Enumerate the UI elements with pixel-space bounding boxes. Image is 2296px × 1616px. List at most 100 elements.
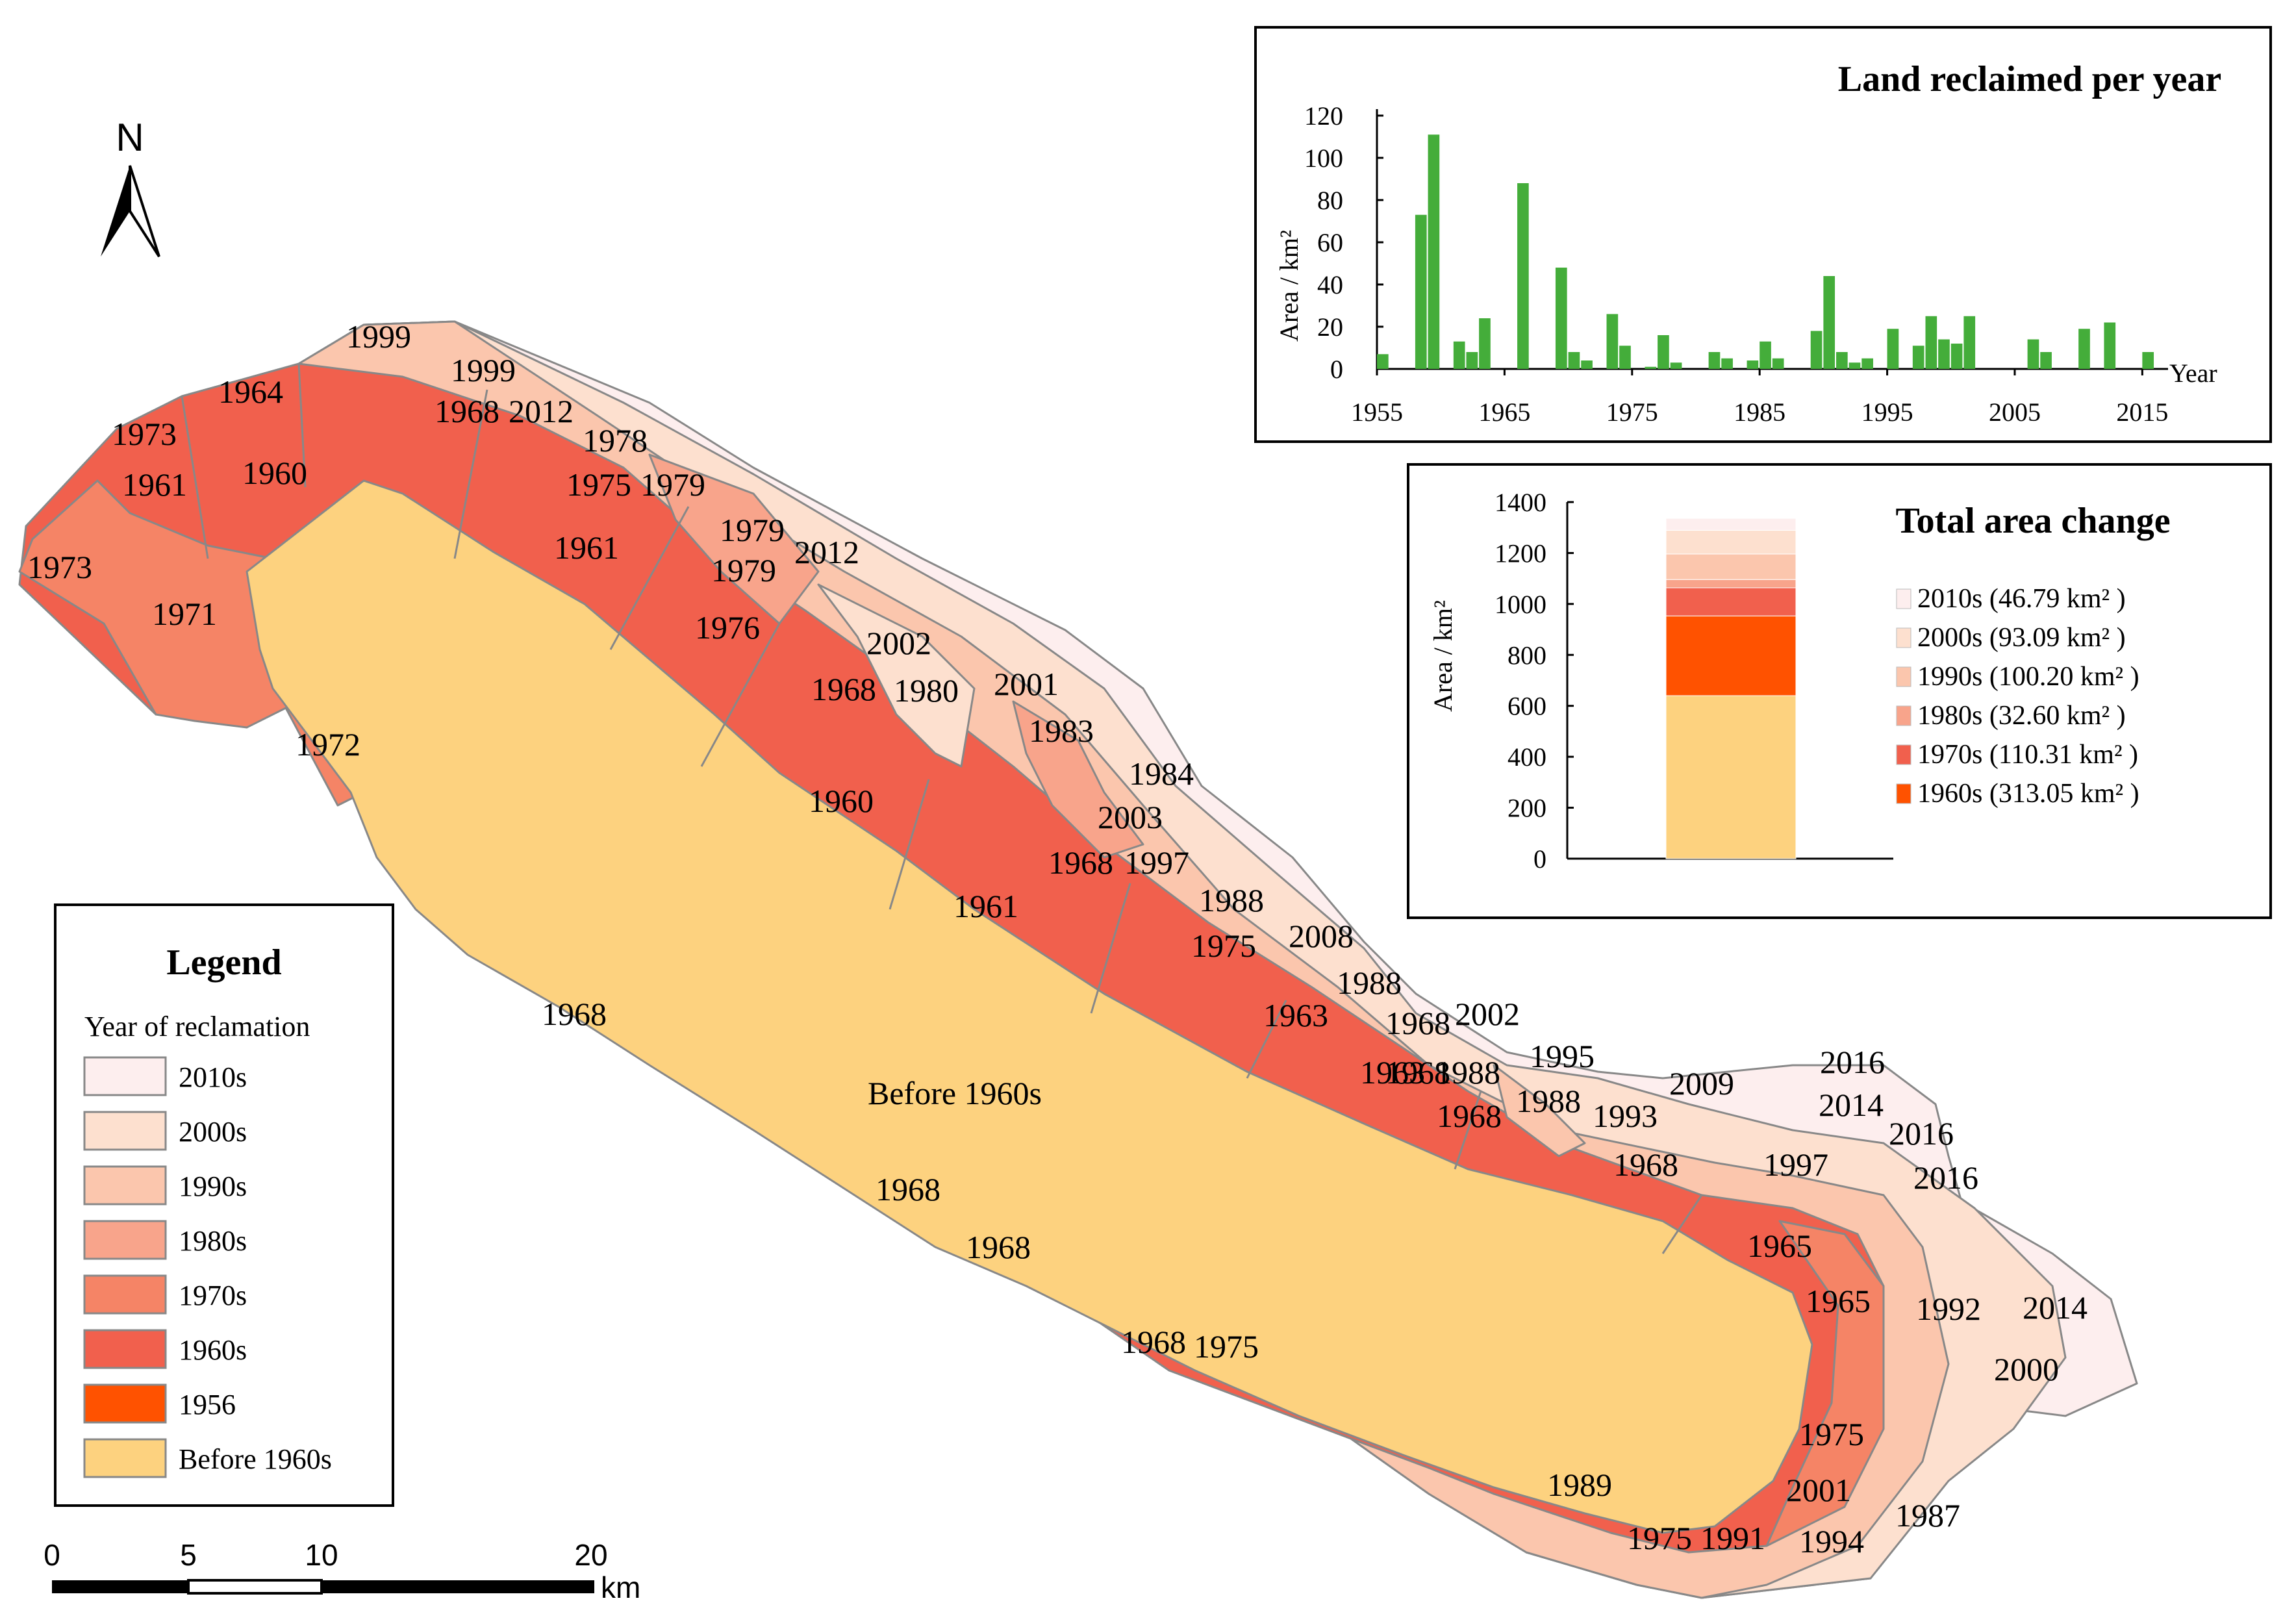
chart1-bar bbox=[1912, 346, 1924, 369]
chart1-bar bbox=[1747, 360, 1759, 369]
map-label-year: 1994 bbox=[1799, 1523, 1864, 1559]
chart1-bar bbox=[1823, 276, 1836, 369]
map-label-year: 1968 bbox=[1048, 844, 1113, 881]
map-label-year: 1984 bbox=[1129, 755, 1194, 792]
chart1-bar bbox=[1760, 341, 1771, 369]
map-label-year: 2014 bbox=[2023, 1289, 2088, 1326]
chart2-legend-swatch bbox=[1896, 744, 1911, 765]
map-label-year: 1968 bbox=[435, 393, 499, 429]
zone-1970s-west bbox=[18, 479, 365, 807]
chart1-xlabel: Year bbox=[2169, 359, 2217, 388]
map-label-year: 1965 bbox=[1806, 1283, 1871, 1319]
map-label-year: 1961 bbox=[122, 466, 187, 503]
chart2-legend-label: 2000s (93.09 km² ) bbox=[1917, 623, 2126, 653]
chart2-stack-segment bbox=[1665, 518, 1797, 531]
map-label-year: 1978 bbox=[583, 422, 648, 459]
legend-swatch bbox=[83, 1438, 167, 1478]
chart1-bar bbox=[2104, 322, 2116, 369]
zone-1990s-d bbox=[1493, 1064, 1586, 1157]
map-label-year: 2001 bbox=[1786, 1472, 1851, 1508]
chart1-ytick-label: 100 bbox=[1304, 144, 1343, 173]
map-label-year: 1983 bbox=[1029, 713, 1094, 749]
chart1-bar bbox=[1428, 134, 1440, 369]
scale-tick-10: 10 bbox=[305, 1538, 338, 1572]
map-label-year: 1960 bbox=[809, 783, 874, 819]
north-arrow-icon: N bbox=[101, 116, 160, 258]
chart1-bar bbox=[1950, 344, 1963, 369]
map-label-year: 2001 bbox=[994, 666, 1059, 702]
chart2-ytick-label: 1000 bbox=[1495, 590, 1546, 619]
legend-items: 2010s 2000s 1990s 1980s 1970s 1960s 1956 Before… bbox=[83, 1056, 332, 1478]
map-label-year: 2002 bbox=[866, 625, 931, 661]
legend-swatch bbox=[83, 1056, 167, 1096]
map-label-year: 2016 bbox=[1913, 1159, 1978, 1196]
map-label-year: 1968 bbox=[1613, 1146, 1678, 1183]
map-label-year: 1968 bbox=[1385, 1005, 1450, 1041]
legend-swatch bbox=[83, 1111, 167, 1151]
map-label-year: 1988 bbox=[1435, 1054, 1500, 1091]
map-label-year: 1992 bbox=[1916, 1291, 1981, 1327]
legend-swatch bbox=[83, 1220, 167, 1260]
chart2-legend-label: 1980s (32.60 km² ) bbox=[1917, 701, 2126, 731]
map-label-year: 1960 bbox=[242, 455, 307, 491]
legend-swatch bbox=[83, 1383, 167, 1424]
chart2-ylabel: Area / km² bbox=[1428, 600, 1457, 712]
chart2-title: Total area change bbox=[1895, 501, 2170, 541]
chart2-stack-segment bbox=[1665, 579, 1797, 588]
map-label-year: 1997 bbox=[1124, 844, 1189, 881]
map-label-year: 2012 bbox=[509, 393, 574, 429]
map-label-year: 1968 bbox=[542, 996, 607, 1032]
legend-swatch bbox=[83, 1329, 167, 1369]
chart1-bar bbox=[1453, 341, 1465, 369]
chart2-ytick-label: 0 bbox=[1533, 844, 1546, 874]
map-label-year: 2012 bbox=[794, 534, 859, 570]
scale-bar: 0 5 10 20 km bbox=[44, 1538, 640, 1604]
chart1-plot: 0 20 40 60 80 100 120 1955 1965 1975 1985 1995 2005 2… bbox=[1304, 101, 2168, 427]
map-label-year: 1968 bbox=[1437, 1098, 1502, 1134]
legend-subtitle: Year of reclamation bbox=[84, 1011, 310, 1042]
chart1-bar bbox=[1479, 318, 1491, 369]
chart1-bar bbox=[1645, 366, 1657, 369]
chart1-ytick-label: 40 bbox=[1317, 270, 1343, 299]
legend-item-label: 1956 bbox=[179, 1389, 236, 1420]
legend-item-label: Before 1960s bbox=[179, 1443, 332, 1475]
map-label-year: 1979 bbox=[640, 466, 705, 503]
chart2-ytick-label: 1200 bbox=[1495, 538, 1546, 568]
chart2-legend-label: 2010s (46.79 km² ) bbox=[1917, 584, 2126, 614]
chart2-legend: 2010s (46.79 km² ) 2000s (93.09 km² ) 1990… bbox=[1896, 584, 2139, 809]
chart2-legend-label: 1990s (100.20 km² ) bbox=[1917, 662, 2139, 692]
chart2-legend-label: 1960s (313.05 km² ) bbox=[1917, 779, 2139, 809]
map-label-year: 1973 bbox=[27, 549, 92, 585]
map-label-year: 1997 bbox=[1763, 1146, 1828, 1183]
legend-item-label: 2010s bbox=[179, 1061, 247, 1093]
map-label-year: 1980 bbox=[894, 672, 959, 709]
map-label-year: 1964 bbox=[218, 373, 283, 410]
chart1-xtick-label: 1985 bbox=[1734, 398, 1785, 427]
map-label-year: 1968 bbox=[876, 1171, 940, 1207]
map-label-year: 1999 bbox=[346, 318, 411, 355]
map-label-year: 1968 bbox=[811, 671, 876, 707]
map-label-year: 1988 bbox=[1199, 882, 1264, 918]
chart2-legend-swatch bbox=[1896, 588, 1911, 609]
chart-total-area: Total area change Area / km² 0 200 400 600 8… bbox=[1407, 463, 2272, 919]
map-label-year: 1979 bbox=[720, 512, 785, 548]
legend-title: Legend bbox=[166, 942, 281, 983]
chart2-stack-segment bbox=[1665, 695, 1797, 859]
map-label-year: 2016 bbox=[1820, 1044, 1885, 1080]
chart1-bar bbox=[1658, 335, 1669, 369]
scale-unit: km bbox=[601, 1571, 640, 1604]
map-label-year: 1963 bbox=[1360, 1054, 1425, 1091]
map-label-year: 1961 bbox=[953, 888, 1018, 924]
chart2-ytick-label: 600 bbox=[1508, 692, 1546, 721]
chart1-xtick-label: 2005 bbox=[1989, 398, 2041, 427]
map-label-year: 2003 bbox=[1098, 799, 1163, 835]
map-label-year: 1975 bbox=[1799, 1416, 1864, 1452]
legend-item-label: 1970s bbox=[179, 1280, 247, 1311]
map-label-year: 1989 bbox=[1547, 1467, 1612, 1503]
chart1-bar bbox=[1925, 316, 1937, 369]
map-label-year: 1968 bbox=[1385, 1054, 1450, 1091]
map-label-year: 1968 bbox=[966, 1229, 1031, 1265]
chart2-legend-label: 1970s (110.31 km² ) bbox=[1917, 740, 2138, 770]
map-label-year: 1979 bbox=[711, 552, 776, 588]
